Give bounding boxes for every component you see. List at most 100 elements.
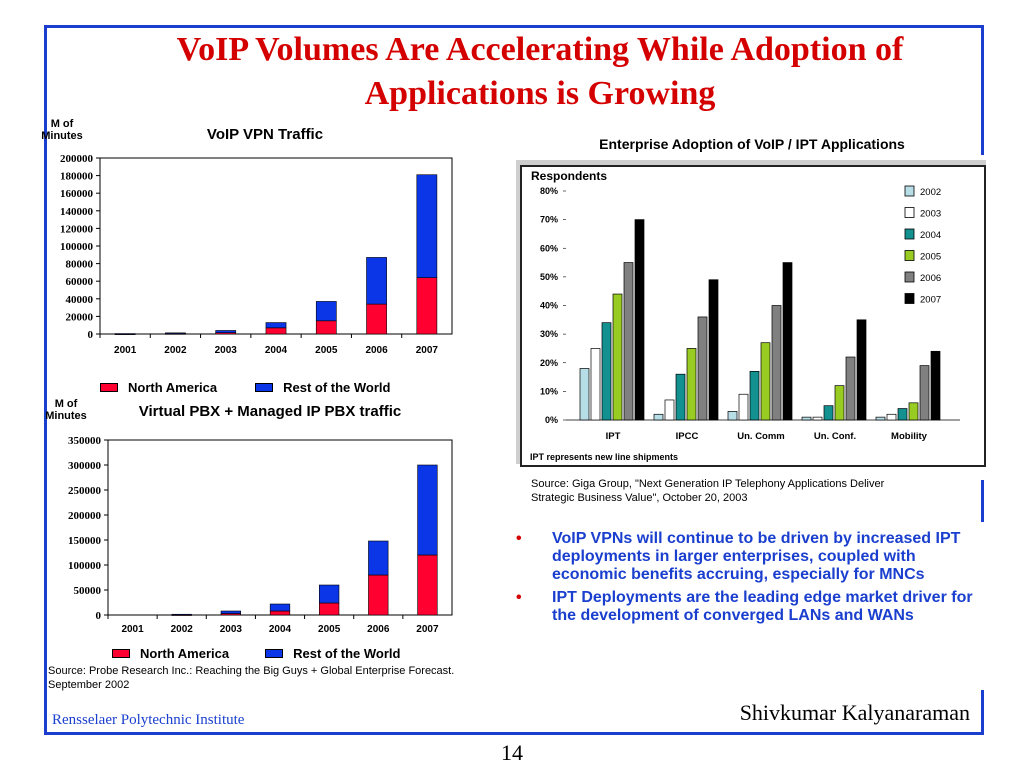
x-tick-label: IPT	[606, 431, 621, 442]
bar-north-america	[366, 303, 387, 335]
bullet-text: VoIP VPNs will continue to be driven by …	[552, 530, 961, 583]
bar-2006	[845, 356, 856, 421]
bar-2003	[590, 348, 601, 421]
y-tick-label: 250000	[68, 485, 102, 497]
bar-2005	[834, 385, 845, 421]
y-tick-label: 60000	[66, 276, 94, 288]
frame-right-line-mid	[981, 480, 984, 522]
y-tick-label: 200000	[60, 153, 94, 165]
chart1-unit-label: M of Minutes	[41, 118, 83, 142]
bar-north-america	[416, 277, 438, 335]
bar-2006	[919, 365, 930, 421]
chart3-ylabel: Respondents	[531, 169, 608, 183]
chart3-title: Enterprise Adoption of VoIP / IPT Applic…	[599, 136, 905, 152]
chart3-svg: 0% 10% 20% 30% 40% 50% 60% 70% 80% IPT IPCC Un. Com…	[540, 185, 960, 442]
bar-rest-of-the-world	[416, 174, 438, 278]
x-tick-label: 2005	[318, 624, 341, 635]
legend-swatch-2007	[904, 293, 915, 304]
bar-2007	[634, 219, 645, 421]
footer-institution: Rensselaer Polytechnic Institute	[52, 712, 245, 728]
bar-2005	[612, 293, 623, 421]
x-tick-label: Un. Comm	[737, 431, 785, 442]
y-tick-label: 50%	[540, 272, 558, 282]
chart1-title: VoIP VPN Traffic	[206, 126, 324, 143]
frame-right-line-bottom	[981, 690, 984, 735]
bar-2002	[727, 411, 738, 421]
plot-border	[99, 157, 453, 335]
y-tick-label: 180000	[60, 171, 94, 183]
bar-north-america	[265, 327, 287, 335]
x-tick-label: 2003	[215, 345, 238, 356]
bar-2005	[760, 342, 771, 421]
chart1-legend: North America Rest of the World	[100, 380, 460, 395]
bar-rest-of-the-world	[269, 603, 291, 612]
bar-north-america	[319, 602, 340, 616]
x-tick-label: 2007	[416, 345, 439, 356]
bullet-item: • VoIP VPNs will continue to be driven by…	[510, 530, 980, 584]
chart2-title: Virtual PBX + Managed IP PBX traffic	[138, 403, 402, 420]
x-tick-label: 2001	[121, 624, 144, 635]
x-tick-label: 2003	[220, 624, 243, 635]
x-tick-label: 2007	[416, 624, 439, 635]
bullet-list: • VoIP VPNs will continue to be driven by…	[510, 530, 980, 630]
legend-swatch-2003	[904, 207, 915, 218]
bar-2003	[664, 399, 675, 421]
bar-2002	[875, 416, 886, 421]
y-tick-label: 80%	[540, 186, 558, 196]
bar-rest-of-the-world	[165, 332, 186, 334]
bullet-marker: •	[516, 589, 522, 606]
bar-north-america	[417, 554, 438, 616]
bullet-text: IPT Deployments are the leading edge mar…	[552, 589, 973, 624]
bar-2004	[749, 370, 760, 421]
y-tick-label: 300000	[68, 460, 102, 472]
chart1-svg: 0 20000 40000 60000 80000 100000 120000 140000 1…	[60, 153, 453, 356]
x-tick-label: 2006	[365, 345, 388, 356]
frame-left-line	[44, 25, 47, 735]
bar-2003	[812, 416, 823, 421]
legend-swatch-2004	[904, 228, 915, 240]
bar-2005	[686, 348, 697, 421]
legend-label-2007: 2007	[920, 295, 941, 306]
bar-rest-of-the-world	[114, 333, 136, 335]
bullet-item: • IPT Deployments are the leading edge ma…	[510, 589, 980, 625]
chart2-legend-label-rest-of-world: Rest of the World	[293, 646, 401, 661]
bar-2006	[771, 305, 782, 421]
frame-right-line-top	[981, 25, 984, 155]
bar-rest-of-the-world	[368, 540, 389, 576]
chart2-legend-north-america: North America	[112, 646, 229, 661]
x-tick-label: 2004	[269, 624, 292, 635]
legend-swatch-2002	[904, 185, 915, 197]
y-tick-label: 50000	[74, 585, 102, 597]
legend-swatch-2006	[904, 271, 915, 283]
bar-2007	[856, 319, 867, 421]
chart1-legend-swatch-rest-of-world	[255, 383, 274, 392]
bar-rest-of-the-world	[215, 330, 237, 333]
bullet-marker: •	[516, 530, 522, 547]
chart2-svg: 0 50000 100000 150000 200000 250000 300000 3500…	[68, 435, 453, 635]
bar-2002	[801, 416, 812, 421]
bar-2004	[823, 405, 834, 421]
bar-north-america	[368, 574, 389, 616]
y-tick-label: 350000	[68, 435, 102, 447]
chart1-legend-label-north-america: North America	[128, 380, 218, 395]
chart3-note: IPT represents new line shipments	[530, 452, 679, 462]
chart2-legend-swatch-rest-of-world	[265, 649, 284, 658]
x-tick-label: Mobility	[891, 431, 928, 442]
chart1-legend-swatch-north-america	[100, 383, 118, 392]
bar-rest-of-the-world	[315, 301, 337, 322]
x-tick-label: IPCC	[676, 431, 699, 442]
bar-2004	[675, 373, 686, 421]
y-tick-label: 100000	[68, 560, 102, 572]
legend-label-2004: 2004	[920, 230, 941, 241]
chart2-legend: North America Rest of the World	[112, 646, 472, 661]
y-tick-label: 120000	[60, 223, 94, 235]
bar-2003	[886, 413, 897, 421]
bar-2005	[908, 402, 919, 421]
bar-2007	[708, 279, 719, 421]
legend-swatch-2005	[904, 250, 915, 261]
x-tick-label: 2005	[315, 345, 338, 356]
plot-border	[107, 439, 453, 616]
x-tick-label: 2006	[367, 624, 390, 635]
bar-rest-of-the-world	[265, 322, 287, 329]
x-tick-label: 2004	[265, 345, 288, 356]
